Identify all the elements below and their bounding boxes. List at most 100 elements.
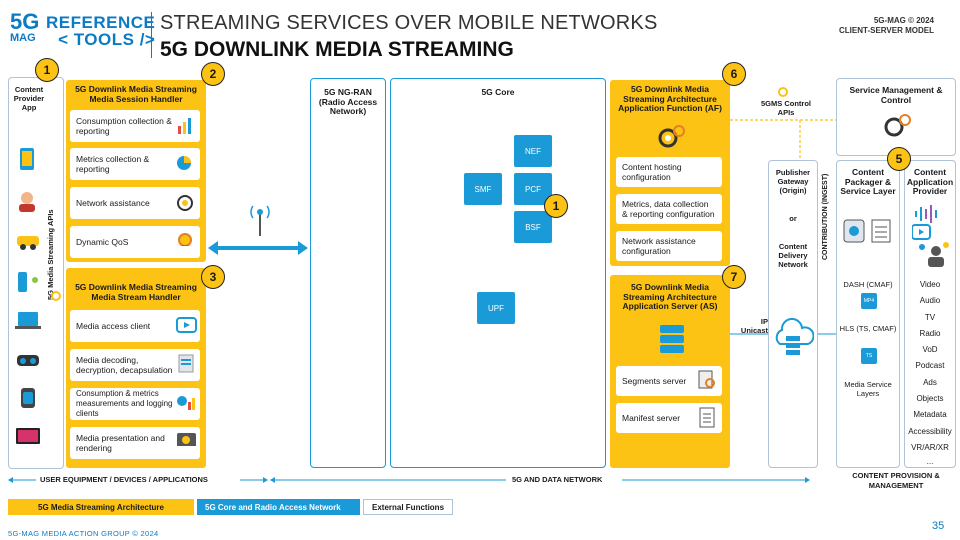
provider-item: Accessibility — [908, 426, 952, 436]
badge-stream-handler: 3 — [201, 265, 225, 289]
provider-item: Objects — [916, 394, 944, 404]
control-apis-link — [730, 119, 836, 158]
packager-panel — [836, 160, 900, 468]
stream-item-label: Media presentation and rendering — [76, 433, 165, 453]
session-item-label: Dynamic QoS — [76, 237, 129, 247]
legend-core-ran: 5G Core and Radio Access Network — [197, 499, 360, 515]
car-icon — [17, 236, 39, 250]
provider-title: Content Application Provider — [906, 167, 954, 196]
network-section-arrow — [270, 477, 810, 483]
session-item-label: Metrics collection & reporting — [76, 154, 150, 174]
document-icon — [699, 407, 715, 428]
stream-handler-title: 5G Downlink Media Streaming Media Stream… — [75, 282, 197, 302]
badge-core: 1 — [544, 194, 568, 218]
provider-item: Audio — [919, 296, 941, 306]
tv-icon — [16, 428, 40, 444]
session-item-label: Network assistance — [76, 198, 150, 208]
gateway-panel — [768, 160, 818, 468]
ran-title: 5G NG-RAN (Radio Access Network) — [318, 87, 378, 116]
af-item-metrics: Metrics, data collection & reporting con… — [616, 194, 722, 224]
network-section-label: 5G AND DATA NETWORK — [512, 475, 603, 484]
audio-wave-icon — [915, 205, 937, 223]
ip-unicast-label: IP Unicast — [740, 317, 768, 335]
gears-icon — [177, 195, 193, 211]
stream-item-label: Media decoding, decryption, decapsulatio… — [76, 355, 173, 375]
legend-external-functions: External Functions — [363, 499, 453, 515]
document-grid-icon — [178, 354, 194, 373]
ue-section-label: USER EQUIPMENT / DEVICES / APPLICATIONS — [40, 475, 208, 484]
page-number: 35 — [932, 520, 945, 532]
core-title: 5G Core — [481, 87, 515, 97]
mp4-file-icon: MP4 — [861, 293, 877, 309]
double-arrow-icon — [208, 241, 308, 255]
control-apis-label: 5GMS Control APIs — [761, 99, 811, 117]
gateway-or-label: or — [789, 214, 797, 223]
radio-link — [208, 205, 308, 255]
control-gear-icon — [778, 87, 788, 97]
provider-item: ... — [926, 457, 934, 467]
as-item-icons — [698, 370, 715, 428]
people-network-icon — [919, 242, 949, 267]
phone-earbuds-icon — [18, 272, 38, 292]
provider-icons — [912, 205, 949, 267]
document-icon — [871, 219, 891, 243]
dash-label: DASH (CMAF) — [843, 280, 893, 289]
logo-5g-text: 5G — [10, 9, 40, 34]
content-provider-app-label: Content Provider App — [13, 85, 45, 112]
apis-label: 5G Media Streaming APIs — [46, 209, 55, 300]
badge-af: 6 — [722, 62, 746, 86]
stream-item-label: Consumption & metrics measurements and l… — [76, 389, 173, 418]
logo-wordmark: REFERENCE < TOOLS /> — [46, 14, 155, 48]
gateway-cdn-label: Content Delivery Network — [778, 242, 808, 269]
play-button-icon — [176, 317, 197, 333]
packager-icons — [843, 219, 891, 243]
hls-label: HLS (TS, CMAF) — [839, 324, 897, 333]
provider-item: Video — [919, 280, 941, 289]
service-mgmt-panel — [836, 78, 956, 156]
ran-panel — [310, 78, 386, 468]
af-title: 5G Downlink Media Streaming Architecture… — [618, 84, 722, 113]
logo-line2: < TOOLS /> — [58, 30, 156, 49]
provision-section-label: CONTENT PROVISION & MANAGEMENT — [852, 471, 940, 490]
as-item-label: Segments server — [622, 376, 687, 386]
session-item-icons — [177, 118, 193, 246]
pie-chart-icon — [177, 156, 191, 170]
badge-ue-app: 1 — [35, 58, 59, 82]
user-chat-icon — [19, 192, 35, 212]
provider-item: Podcast — [915, 361, 945, 371]
cloud-server-icon — [775, 318, 814, 355]
core-node-upf: UPF — [477, 292, 515, 324]
ip-unicast-line — [730, 333, 770, 335]
medal-icon — [178, 233, 192, 246]
header-divider — [151, 12, 152, 58]
antenna-icon — [250, 205, 270, 236]
session-item-label: Consumption collection & reporting — [76, 116, 172, 136]
core-node-nef: NEF — [514, 135, 552, 167]
logo-5g: 5G MAG — [10, 9, 44, 52]
media-package-icon — [843, 219, 865, 243]
provider-item: VoD — [922, 345, 938, 355]
af-item-network-assistance: Network assistance configuration — [616, 231, 722, 261]
ingest-line — [818, 333, 836, 335]
stream-item-label: Media access client — [76, 321, 151, 331]
apis-label-wrap: 5G Media Streaming APIs — [46, 150, 56, 310]
service-mgmt-title: Service Management & Control — [849, 85, 943, 105]
core-panel — [390, 78, 606, 468]
badge-as: 7 — [722, 265, 746, 289]
provider-item: Metadata — [913, 410, 947, 420]
ts-file-icon: TS — [861, 348, 877, 364]
service-gears-icon — [884, 114, 911, 137]
provider-item: Ads — [923, 377, 937, 387]
media-layers-label: Media Service Layers — [844, 380, 892, 398]
core-node-smf: SMF — [464, 173, 502, 205]
ingest-label: CONTRIBUTION (INGEST) — [822, 173, 829, 260]
analytics-icon — [177, 396, 195, 410]
vr-headset-icon — [17, 355, 39, 366]
logo-mag-text: MAG — [10, 32, 36, 44]
stream-item-decoding: Media decoding, decryption, decapsulatio… — [70, 349, 200, 381]
server-stack-icon — [660, 325, 684, 353]
header-copyright: 5G-MAG © 2024 — [873, 16, 934, 25]
provider-item: Radio — [919, 328, 941, 338]
gateway-origin-label: Publisher Gateway (Origin) — [775, 168, 811, 195]
gear-icon — [51, 291, 61, 301]
